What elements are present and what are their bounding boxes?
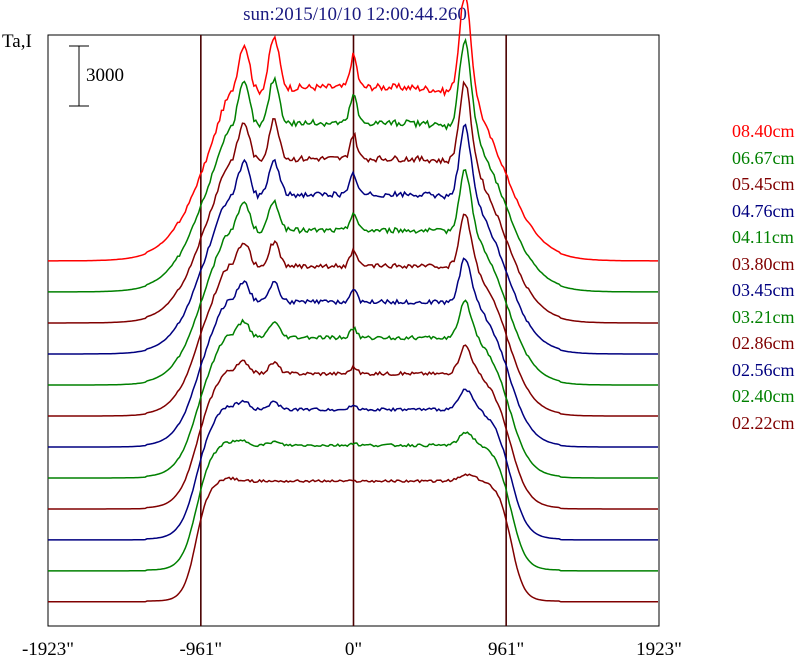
legend-item: 03.21cm [732, 306, 795, 327]
legend-item: 03.45cm [732, 280, 795, 300]
x-tick-label: 961" [488, 639, 524, 660]
x-tick-label: -1923" [22, 639, 74, 660]
legend-item: 03.80cm [732, 253, 795, 274]
series-line-02-40cm [48, 431, 658, 572]
series-line-03-45cm [48, 257, 658, 448]
x-tick-label: 0" [345, 639, 362, 660]
legend-item: 08.40cm [732, 121, 795, 141]
series-line-02-86cm [48, 344, 658, 510]
series-line-04-76cm [48, 123, 658, 355]
legend-item: 02.56cm [732, 359, 795, 380]
x-tick-label: 1923" [636, 639, 682, 660]
series-line-04-11cm [48, 168, 658, 386]
legend: 08.40cm 06.67cm 05.45cm 04.76cm 04.11cm 03.80… [732, 118, 807, 436]
legend-item: 06.67cm [732, 147, 795, 168]
chart-title: sun:2015/10/10 12:00:44.260 [243, 4, 467, 25]
series-line-06-67cm [48, 37, 658, 293]
legend-item: 05.45cm [732, 174, 795, 194]
legend-item: 04.76cm [732, 200, 795, 221]
series-line-08-40cm [48, 0, 658, 262]
legend-item: 04.11cm [732, 227, 794, 247]
series-line-03-80cm [48, 213, 658, 417]
series-line-02-56cm [48, 388, 658, 541]
series-line-02-22cm [48, 473, 658, 603]
x-tick-label: -961" [180, 639, 223, 660]
legend-item: 02.86cm [732, 333, 795, 353]
y-axis-label: Ta,I [2, 31, 32, 52]
series-line-03-21cm [48, 299, 658, 479]
legend-item: 02.40cm [732, 386, 795, 406]
scale-bar-label: 3000 [86, 65, 124, 86]
legend-item: 02.22cm [732, 412, 795, 433]
series-line-05-45cm [48, 80, 658, 324]
